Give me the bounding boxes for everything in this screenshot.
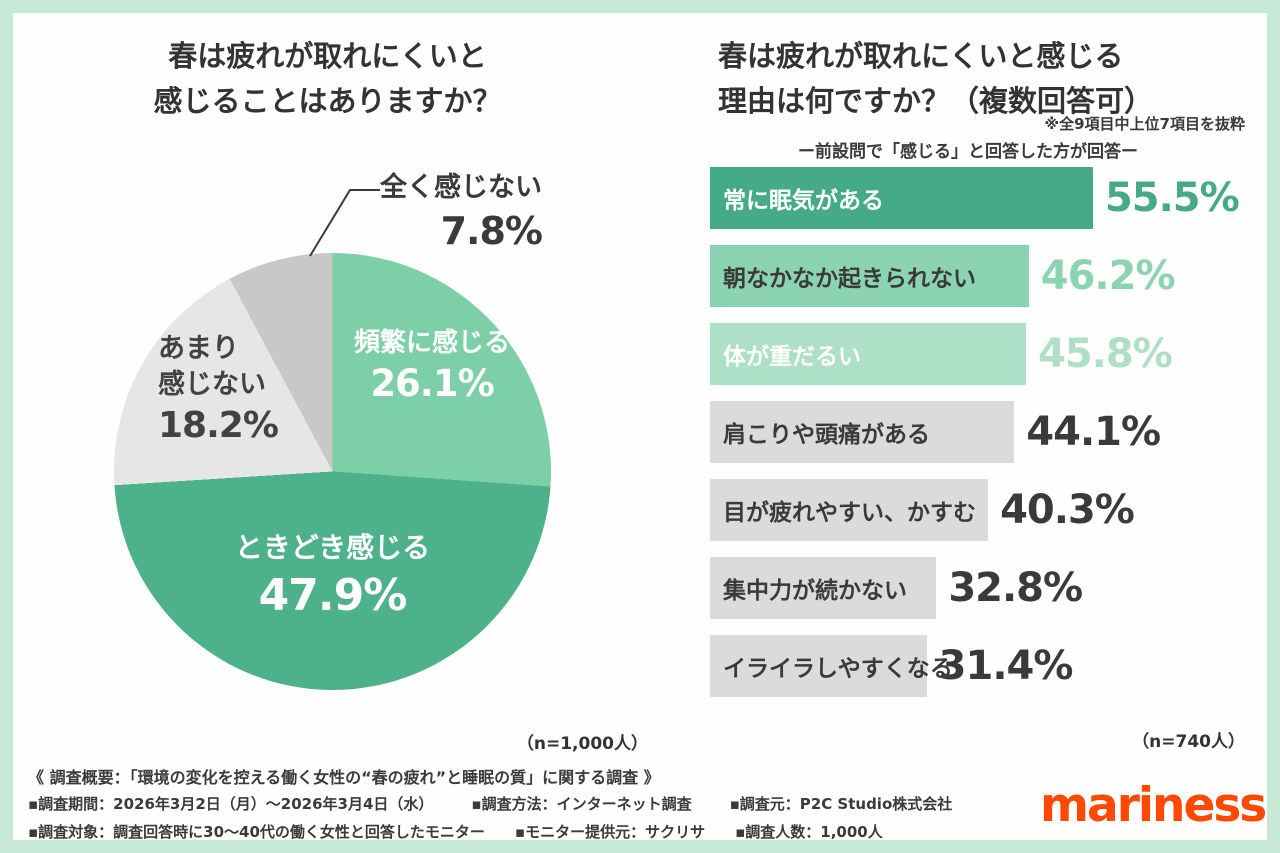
bar: 常に眠気がある <box>710 167 1093 229</box>
bar-label: 目が疲れやすい、かすむ <box>723 500 976 526</box>
bar-label: 朝なかなか起きられない <box>723 266 976 292</box>
bar: 目が疲れやすい、かすむ <box>710 479 989 541</box>
bar-value: 40.3% <box>1000 487 1135 533</box>
bar-row: 朝なかなか起きられない 46.2% <box>710 245 1270 307</box>
survey-meta-row2: ▪調査対象：調査回答時に30〜40代の働く女性と回答したモニター ▪モニター提供元… <box>28 821 883 842</box>
brand-logo: mariness <box>1040 778 1267 833</box>
bar-chart-title-line2: 理由は何ですか？（複数回答可） <box>718 83 1154 118</box>
bar-row: 肩こりや頭痛がある 44.1% <box>710 401 1270 463</box>
leader-line <box>309 189 380 257</box>
bar-chart-title: 春は疲れが取れにくいと感じる 理由は何ですか？（複数回答可） <box>718 34 1278 124</box>
bar-row: 集中力が続かない 32.8% <box>710 557 1270 619</box>
pie-slice-label-line1: あまり <box>158 333 239 364</box>
bar: イライラしやすくなる <box>710 635 953 697</box>
survey-meta-item: ▪モニター提供元：サクリサ <box>514 823 706 841</box>
bar-value: 31.4% <box>938 643 1074 689</box>
bar-value: 45.8% <box>1038 331 1173 377</box>
pie-slice-value: 26.1% <box>370 362 494 406</box>
bar: 肩こりや頭痛がある <box>710 401 1015 463</box>
bar-row: 体が重だるい 45.8% <box>710 323 1270 385</box>
pie-slice-label: ときどき感じる <box>234 531 431 564</box>
bar-label: 体が重だるい <box>723 344 861 370</box>
bar-chart-subtitle: ー前設問で「感じる」と回答した方が回答ー <box>798 142 1138 162</box>
pie-chart-title-line2: 感じることはありますか？ <box>153 83 502 118</box>
bar-value: 46.2% <box>1040 253 1176 299</box>
pie-label-rarely: あまり 感じない 18.2% <box>158 331 308 450</box>
survey-overview: 《 調査概要：「環境の変化を控える働く女性の“春の疲れ”と睡眠の質」に関する調査… <box>28 768 660 787</box>
bar: 朝なかなか起きられない <box>710 245 1029 307</box>
bar-rows: 常に眠気がある 55.5% 朝なかなか起きられない 46.2% 体が重だるい 45.8% 肩… <box>710 167 1270 713</box>
pie-slice-value: 7.8% <box>440 208 543 253</box>
bar-row: 常に眠気がある 55.5% <box>710 167 1270 229</box>
pie-slice-label: 頻繁に感じる <box>353 328 510 358</box>
pie-slice-value: 47.9% <box>258 569 408 621</box>
pie-label-sometimes: ときどき感じる 47.9% <box>205 530 460 625</box>
bar-label: 常に眠気がある <box>723 188 884 214</box>
survey-meta-row1: ▪調査期間：2026年3月2日（月）〜2026年3月4日（水） ▪調査方法：インタ… <box>28 793 952 814</box>
bar: 集中力が続かない <box>710 557 937 619</box>
bar-row: 目が疲れやすい、かすむ 40.3% <box>710 479 1270 541</box>
pie-slice-label-line2: 感じない <box>158 368 266 400</box>
survey-meta-item: ▪調査対象：調査回答時に30〜40代の働く女性と回答したモニター <box>28 823 485 841</box>
pie-chart-title-line1: 春は疲れが取れにくいと <box>168 39 487 73</box>
bar-value: 32.8% <box>948 565 1083 611</box>
bar-label: イライラしやすくなる <box>723 656 953 682</box>
pie-label-never: 全く感じない 7.8% <box>330 170 543 256</box>
bar-chart-title-line1: 春は疲れが取れにくいと感じる <box>718 39 1124 73</box>
survey-meta-item: ▪調査期間：2026年3月2日（月）〜2026年3月4日（水） <box>28 795 434 813</box>
bar-value: 55.5% <box>1104 175 1240 221</box>
bar-label: 肩こりや頭痛がある <box>723 422 930 448</box>
bar-value: 44.1% <box>1026 409 1161 455</box>
bar-row: イライラしやすくなる 31.4% <box>710 635 1270 697</box>
bar: 体が重だるい <box>710 323 1027 385</box>
survey-meta-item: ▪調査方法：インターネット調査 <box>471 795 692 813</box>
pie-slice-value: 18.2% <box>158 405 279 447</box>
survey-meta-item: ▪調査元：P2C Studio株式会社 <box>729 795 953 813</box>
bar-label: 集中力が続かない <box>723 578 907 604</box>
survey-meta-item: ▪調査人数：1,000人 <box>735 823 883 841</box>
bar-chart-note: ※全9項目中上位7項目を抜粋 <box>1044 115 1245 133</box>
sample-size-bars: （n=740人） <box>1132 732 1245 752</box>
pie-slice-label: 全く感じない <box>380 172 542 203</box>
sample-size-pie: （n=1,000人） <box>516 734 648 754</box>
pie-chart-title: 春は疲れが取れにくいと 感じることはありますか？ <box>0 34 655 124</box>
pie-chart <box>114 253 551 690</box>
pie-label-frequently: 頻繁に感じる 26.1% <box>352 326 512 409</box>
